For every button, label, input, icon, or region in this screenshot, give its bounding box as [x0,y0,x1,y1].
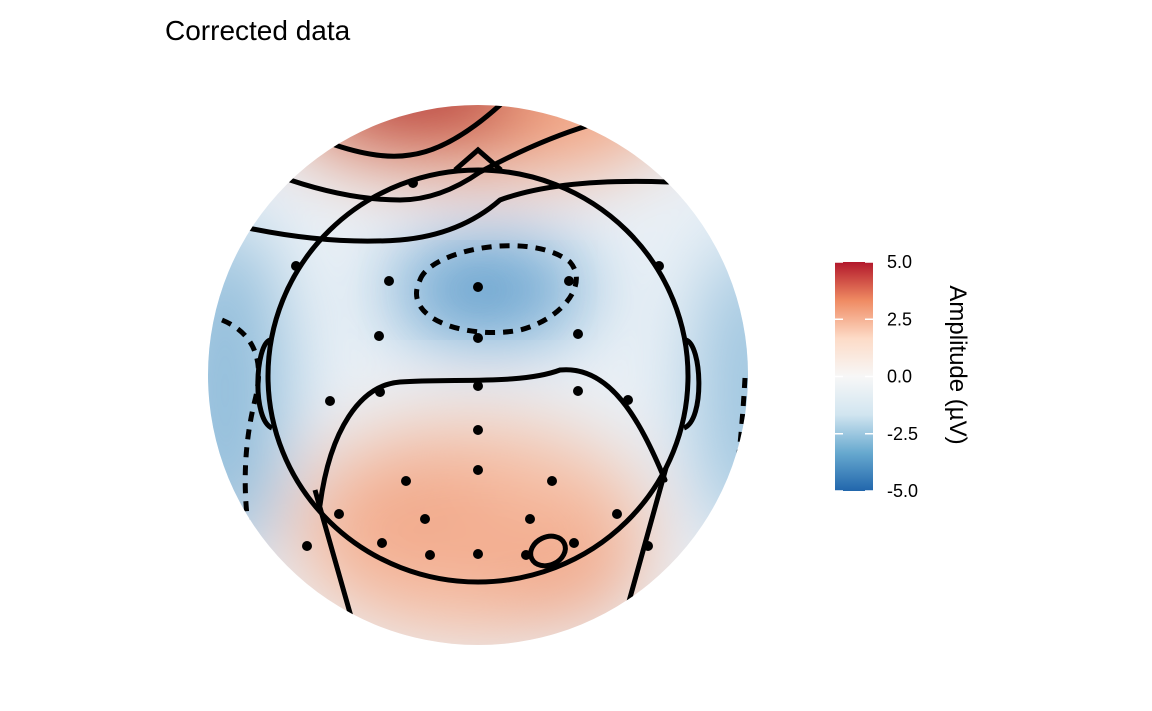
tick-label: -5.0 [887,481,918,501]
tick-label: 0.0 [887,367,912,387]
tick-label: 5.0 [887,252,912,272]
tick-label: -2.5 [887,424,918,444]
topography-map [208,105,748,645]
legend: 5.0 2.5 0.0 -2.5 -5.0 Amplitude (µV) [835,252,971,501]
electrodes [291,178,664,560]
legend-title: Amplitude (µV) [944,285,971,444]
tick-label: 2.5 [887,309,912,329]
chart-title: Corrected data [165,15,351,46]
